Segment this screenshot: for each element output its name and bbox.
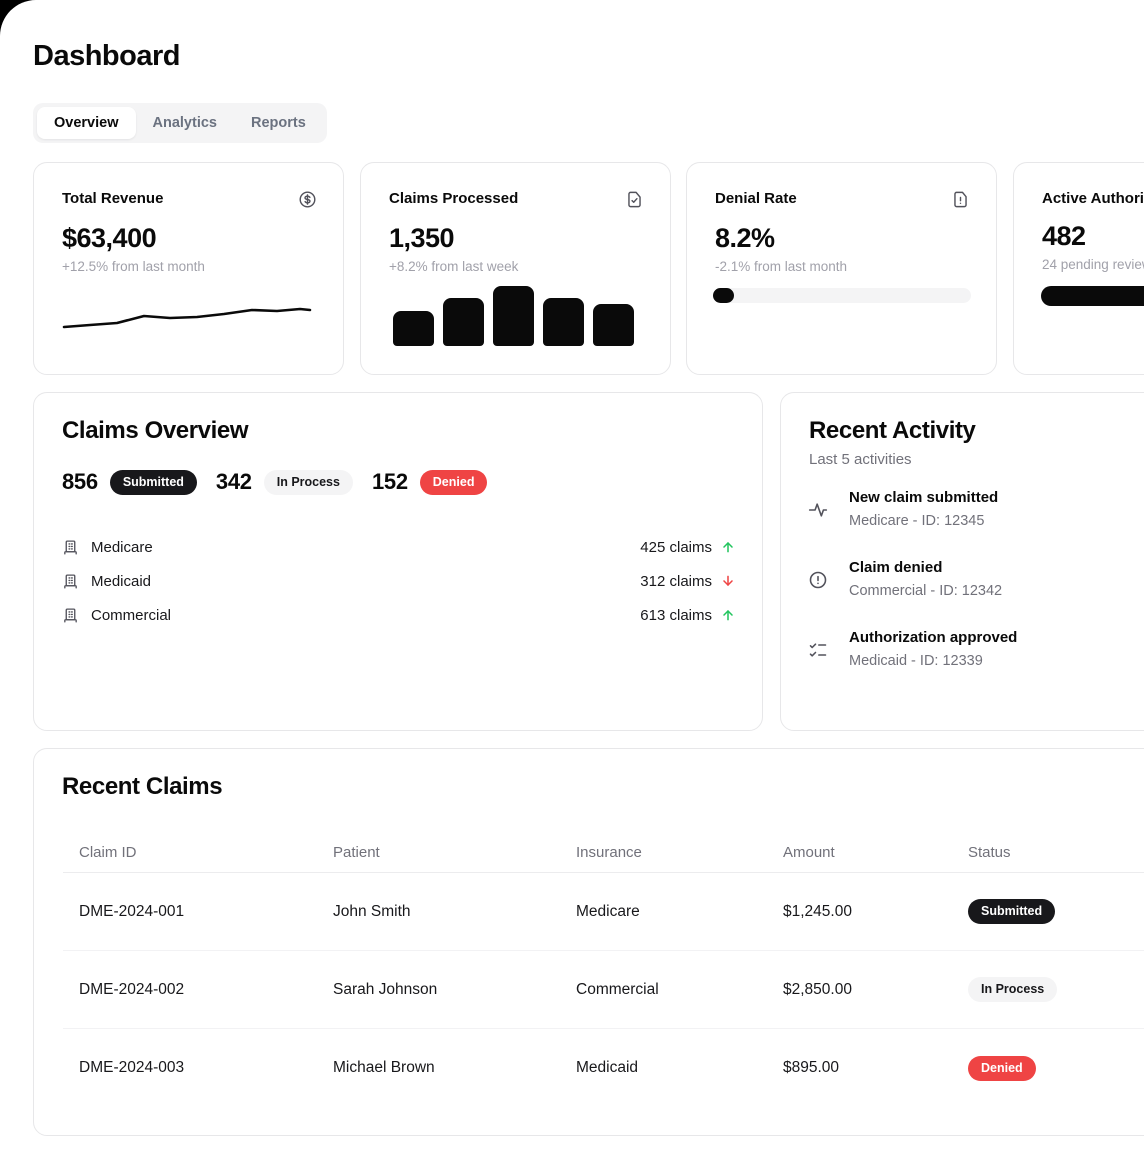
stat-title: Denial Rate bbox=[715, 190, 797, 207]
cell-patient: Sarah Johnson bbox=[333, 980, 438, 998]
cell-claim-id: DME-2024-001 bbox=[79, 902, 185, 920]
table-row[interactable]: DME-2024-001 John Smith Medicare $1,245.… bbox=[63, 873, 1144, 951]
insurer-list: Medicare 425 claims Medicaid 312 claims bbox=[62, 530, 736, 632]
list-item-activity[interactable]: Authorization approved Medicaid - ID: 12… bbox=[808, 629, 1144, 669]
recent-activity-subtitle: Last 5 activities bbox=[809, 451, 912, 468]
submitted-badge: Submitted bbox=[109, 469, 197, 495]
submitted-count: 856 bbox=[62, 469, 98, 494]
table-row[interactable]: DME-2024-002 Sarah Johnson Commercial $2… bbox=[63, 951, 1144, 1029]
stat-title: Total Revenue bbox=[62, 190, 164, 207]
status-badge: Denied bbox=[968, 1055, 1036, 1081]
cell-insurance: Commercial bbox=[576, 980, 659, 998]
recent-claims-panel: Recent Claims Claim ID Patient Insurance… bbox=[33, 748, 1144, 1136]
column-header-insurance: Insurance bbox=[576, 844, 642, 861]
stat-card-claims-processed: Claims Processed 1,350 +8.2% from last w… bbox=[360, 162, 671, 375]
recent-activity-panel: Recent Activity Last 5 activities New cl… bbox=[780, 392, 1144, 731]
trend-up-icon bbox=[720, 539, 736, 555]
cell-patient: Michael Brown bbox=[333, 1059, 435, 1076]
building-icon bbox=[62, 607, 79, 624]
stat-card-denial-rate: Denial Rate 8.2% -2.1% from last month bbox=[686, 162, 997, 375]
status-badge: In Process bbox=[968, 977, 1058, 1002]
stat-value: $63,400 bbox=[62, 223, 157, 253]
denied-badge: Denied bbox=[419, 469, 488, 495]
claims-count: 312 claims bbox=[640, 572, 712, 590]
table-row[interactable]: DME-2024-003 Michael Brown Medicaid $895… bbox=[63, 1029, 1144, 1107]
trend-up-icon bbox=[720, 607, 736, 623]
stat-submitted: 856 Submitted bbox=[62, 469, 197, 495]
stat-in-process: 342 In Process bbox=[216, 469, 353, 495]
table-header-row: Claim ID Patient Insurance Amount Status bbox=[63, 833, 1144, 873]
claims-mini-bar-chart bbox=[393, 286, 634, 346]
cell-insurance: Medicaid bbox=[576, 1059, 639, 1076]
denied-count: 152 bbox=[371, 469, 408, 494]
building-icon bbox=[62, 539, 79, 556]
stat-denied: 152 Denied bbox=[372, 469, 488, 495]
status-badge: Submitted bbox=[968, 899, 1056, 924]
cell-patient: John Smith bbox=[333, 902, 411, 920]
cell-amount: $2,850.00 bbox=[783, 980, 852, 998]
list-checks-icon bbox=[808, 640, 828, 660]
column-header-claim-id: Claim ID bbox=[79, 844, 137, 861]
denial-rate-progress-track bbox=[713, 288, 971, 303]
stat-title: Active Authorizations bbox=[1042, 190, 1144, 207]
alert-circle-icon bbox=[808, 570, 828, 590]
authorizations-bar bbox=[1041, 286, 1144, 306]
list-item-activity[interactable]: Claim denied Commercial - ID: 12342 bbox=[808, 559, 1144, 599]
cell-claim-id: DME-2024-002 bbox=[79, 980, 185, 998]
list-item-commercial[interactable]: Commercial 613 claims bbox=[62, 598, 736, 632]
revenue-sparkline bbox=[62, 307, 312, 329]
claims-stats-row: 856 Submitted 342 In Process 152 Denied bbox=[62, 469, 488, 495]
recent-claims-title: Recent Claims bbox=[62, 773, 223, 800]
file-alert-icon bbox=[951, 190, 970, 209]
list-item-activity[interactable]: New claim submitted Medicare - ID: 12345 bbox=[808, 489, 1144, 529]
activity-list: New claim submitted Medicare - ID: 12345… bbox=[808, 489, 1144, 669]
tab-overview[interactable]: Overview bbox=[37, 107, 136, 139]
stat-card-total-revenue: Total Revenue $63,400 +12.5% from last m… bbox=[33, 162, 344, 375]
recent-activity-title: Recent Activity bbox=[809, 417, 976, 444]
stat-title: Claims Processed bbox=[389, 190, 519, 207]
stat-value: 8.2% bbox=[715, 223, 775, 253]
trend-down-icon bbox=[720, 573, 736, 589]
claims-count: 425 claims bbox=[640, 538, 712, 556]
tab-reports[interactable]: Reports bbox=[250, 115, 306, 131]
stat-subtext: +12.5% from last month bbox=[62, 259, 205, 274]
in-process-count: 342 bbox=[215, 469, 252, 494]
tab-analytics[interactable]: Analytics bbox=[152, 115, 217, 131]
cell-claim-id: DME-2024-003 bbox=[79, 1059, 185, 1076]
column-header-amount: Amount bbox=[783, 844, 835, 861]
building-icon bbox=[62, 573, 79, 590]
cell-amount: $895.00 bbox=[783, 1059, 840, 1076]
in-process-badge: In Process bbox=[263, 469, 353, 495]
file-check-icon bbox=[625, 190, 644, 209]
stat-value: 482 bbox=[1042, 221, 1086, 251]
list-item-medicaid[interactable]: Medicaid 312 claims bbox=[62, 564, 736, 598]
page-title: Dashboard bbox=[33, 40, 180, 72]
activity-pulse-icon bbox=[808, 500, 828, 520]
claims-overview-title: Claims Overview bbox=[62, 417, 249, 444]
cell-amount: $1,245.00 bbox=[783, 902, 852, 920]
claims-table: Claim ID Patient Insurance Amount Status… bbox=[63, 833, 1144, 1107]
stat-subtext: -2.1% from last month bbox=[715, 259, 848, 274]
denial-rate-progress-fill bbox=[713, 288, 735, 303]
stat-value: 1,350 bbox=[389, 223, 455, 253]
column-header-status: Status bbox=[968, 844, 1011, 861]
stat-subtext: 24 pending reviews bbox=[1042, 257, 1144, 272]
stat-card-active-authorizations: Active Authorizations 482 24 pending rev… bbox=[1013, 162, 1144, 375]
tab-bar: Overview Analytics Reports bbox=[33, 103, 327, 143]
list-item-medicare[interactable]: Medicare 425 claims bbox=[62, 530, 736, 564]
claims-count: 613 claims bbox=[640, 606, 712, 624]
claims-overview-panel: Claims Overview 856 Submitted 342 In Pro… bbox=[33, 392, 763, 731]
column-header-patient: Patient bbox=[333, 844, 380, 861]
stat-subtext: +8.2% from last week bbox=[389, 259, 519, 274]
cell-insurance: Medicare bbox=[576, 902, 640, 920]
dollar-badge-icon bbox=[298, 190, 317, 209]
